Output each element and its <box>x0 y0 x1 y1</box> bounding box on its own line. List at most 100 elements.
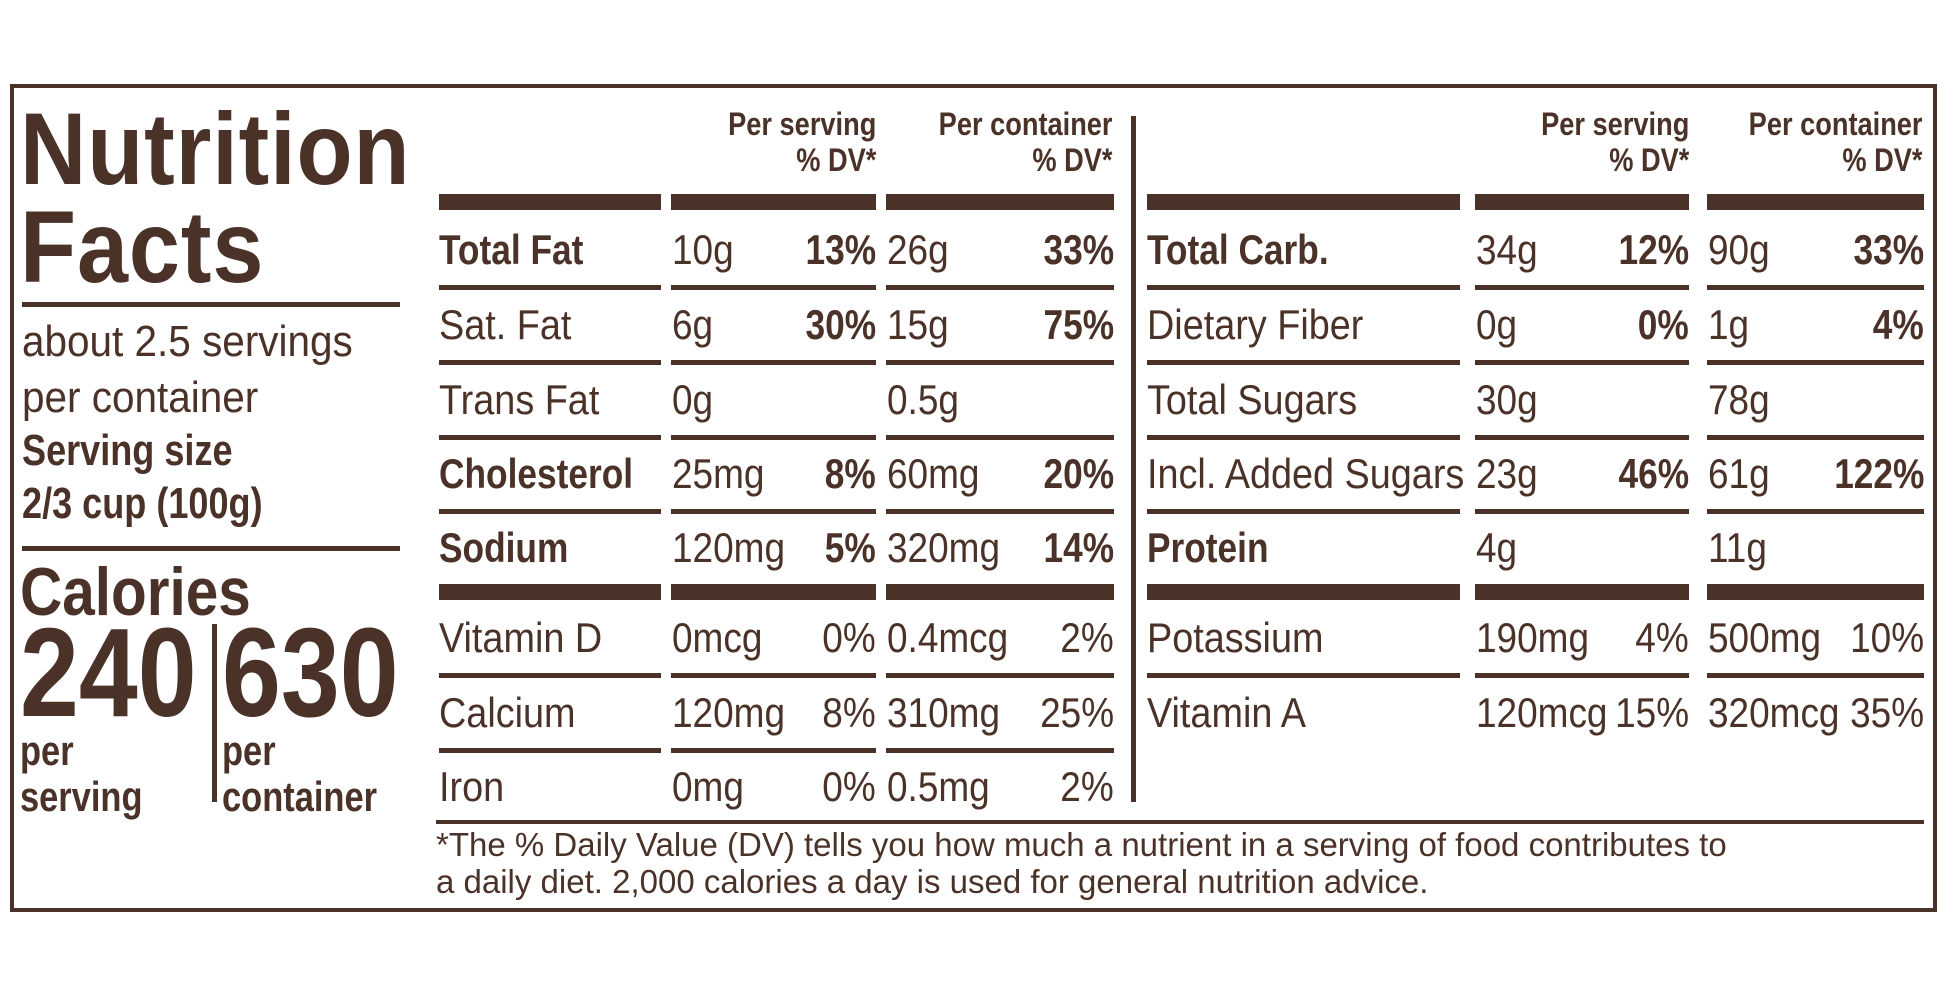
right-row-divider <box>1475 673 1689 678</box>
left-container-dv: 25% <box>1040 689 1114 736</box>
left-container-amount: 0.4mcg <box>887 614 1009 661</box>
left-container-dv: 14% <box>1043 524 1114 571</box>
left-row-divider <box>886 748 1114 753</box>
left-nutrient-name: Sat. Fat <box>439 301 572 348</box>
right-per-container-header: Per container % DV* <box>1749 106 1923 178</box>
right-row-divider <box>1707 673 1924 678</box>
right-container-amount: 500mg <box>1708 614 1822 661</box>
serving-size-value: 2/3 cup (100g) <box>22 479 263 528</box>
calories-per-container: 630 <box>222 602 399 743</box>
left-row-divider <box>886 584 1114 600</box>
right-row-divider <box>1707 584 1924 600</box>
calories-label: Calories <box>20 554 251 630</box>
left-serving-dv: 5% <box>825 524 876 571</box>
right-nutrient-name: Total Sugars <box>1147 376 1358 423</box>
left-row-divider <box>886 673 1114 678</box>
right-row-divider <box>1475 285 1689 290</box>
left-container-dv: 20% <box>1043 450 1114 497</box>
right-serving-dv: 4% <box>1635 614 1689 661</box>
right-serving-amount: 30g <box>1476 376 1538 423</box>
left-nutrient-name: Total Fat <box>439 226 584 273</box>
right-serving-dv: 46% <box>1618 450 1689 497</box>
left-per-container-header: Per container % DV* <box>939 106 1113 178</box>
right-serving-dv: 12% <box>1618 226 1689 273</box>
left-header-bar <box>671 194 876 210</box>
center-divider <box>1131 116 1136 802</box>
right-serving-amount: 4g <box>1476 524 1518 571</box>
left-container-dv: 2% <box>1060 763 1114 810</box>
right-row-divider <box>1707 285 1924 290</box>
right-row-divider <box>1147 435 1460 440</box>
right-header-bar <box>1707 194 1924 210</box>
left-container-amount: 60mg <box>887 450 980 497</box>
left-serving-amount: 0mcg <box>672 614 763 661</box>
daily-value-footnote: *The % Daily Value (DV) tells you how mu… <box>436 826 1727 900</box>
left-header-bar <box>439 194 661 210</box>
left-row-divider <box>886 509 1114 514</box>
calories-per-serving-label: per serving <box>20 727 143 820</box>
left-serving-dv: 8% <box>825 450 876 497</box>
left-container-amount: 320mg <box>887 524 1001 571</box>
right-serving-amount: 190mg <box>1476 614 1590 661</box>
left-container-dv: 75% <box>1043 301 1114 348</box>
right-serving-amount: 120mcg <box>1476 689 1608 736</box>
right-per-serving-header: Per serving % DV* <box>1540 106 1689 178</box>
left-nutrient-name: Vitamin D <box>439 614 603 661</box>
title-divider <box>22 302 400 307</box>
right-container-amount: 90g <box>1708 226 1770 273</box>
calories-per-serving: 240 <box>20 602 197 743</box>
left-container-amount: 0.5g <box>887 376 959 423</box>
right-container-amount: 61g <box>1708 450 1770 497</box>
serving-divider <box>22 546 400 551</box>
left-row-divider <box>671 435 876 440</box>
nutrition-facts-panel <box>10 84 1937 912</box>
left-serving-dv: 0% <box>822 614 876 661</box>
right-container-amount: 1g <box>1708 301 1750 348</box>
left-nutrient-name: Calcium <box>439 689 576 736</box>
left-header-bar <box>886 194 1114 210</box>
right-nutrient-name: Potassium <box>1147 614 1324 661</box>
left-row-divider <box>886 360 1114 365</box>
right-header-bar <box>1475 194 1689 210</box>
left-serving-amount: 6g <box>672 301 714 348</box>
left-row-divider <box>671 360 876 365</box>
left-row-divider <box>886 435 1114 440</box>
left-serving-dv: 8% <box>822 689 876 736</box>
left-container-amount: 26g <box>887 226 949 273</box>
right-serving-amount: 23g <box>1476 450 1538 497</box>
left-serving-dv: 13% <box>805 226 876 273</box>
right-nutrient-name: Dietary Fiber <box>1147 301 1364 348</box>
right-row-divider <box>1475 509 1689 514</box>
left-serving-amount: 25mg <box>672 450 765 497</box>
left-row-divider <box>671 285 876 290</box>
left-row-divider <box>671 748 876 753</box>
right-row-divider <box>1147 285 1460 290</box>
right-serving-dv: 0% <box>1638 301 1689 348</box>
right-row-divider <box>1475 360 1689 365</box>
left-row-divider <box>439 360 661 365</box>
left-serving-dv: 30% <box>805 301 876 348</box>
right-row-divider <box>1147 673 1460 678</box>
right-row-divider <box>1475 584 1689 600</box>
right-serving-amount: 34g <box>1476 226 1538 273</box>
left-row-divider <box>439 584 661 600</box>
left-serving-dv: 0% <box>822 763 876 810</box>
right-header-bar <box>1147 194 1460 210</box>
calories-per-container-label: per container <box>222 727 378 820</box>
left-container-amount: 15g <box>887 301 949 348</box>
calories-divider <box>212 624 217 802</box>
right-container-dv: 35% <box>1850 689 1924 736</box>
right-container-dv: 10% <box>1850 614 1924 661</box>
left-row-divider <box>439 435 661 440</box>
right-container-dv: 122% <box>1833 450 1924 497</box>
left-container-amount: 310mg <box>887 689 1001 736</box>
right-row-divider <box>1475 435 1689 440</box>
left-serving-amount: 0g <box>672 376 714 423</box>
left-row-divider <box>671 509 876 514</box>
right-nutrient-name: Incl. Added Sugars <box>1147 450 1465 497</box>
right-row-divider <box>1147 360 1460 365</box>
footnote-divider <box>436 820 1924 824</box>
right-row-divider <box>1147 584 1460 600</box>
right-container-dv: 4% <box>1873 301 1924 348</box>
right-serving-dv: 15% <box>1615 689 1689 736</box>
